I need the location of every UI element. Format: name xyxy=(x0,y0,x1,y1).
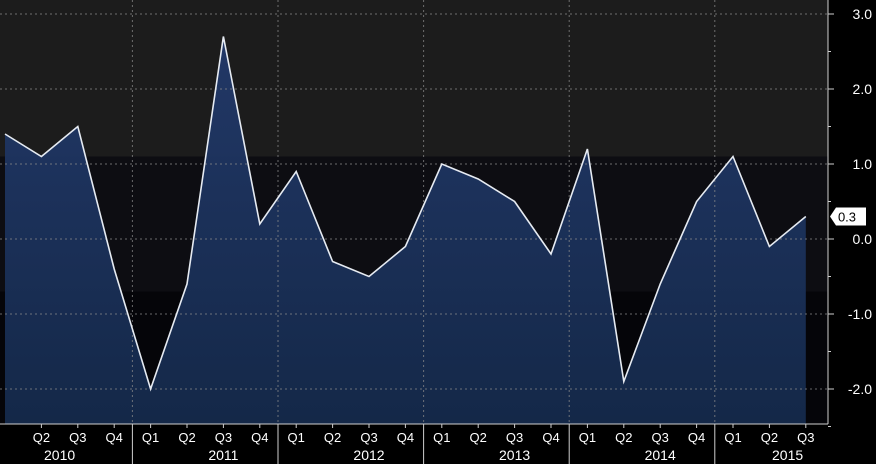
year-label: 2010 xyxy=(44,447,75,463)
x-tick-label: Q3 xyxy=(215,430,232,445)
x-tick-label: Q2 xyxy=(178,430,195,445)
y-tick-label: -2.0 xyxy=(848,381,872,397)
y-tick-label: 2.0 xyxy=(853,81,873,97)
year-label: 2013 xyxy=(499,447,530,463)
x-tick-label: Q4 xyxy=(106,430,123,445)
x-tick-label: Q1 xyxy=(142,430,159,445)
y-tick-label: 3.0 xyxy=(853,6,873,22)
grid-layer xyxy=(0,0,828,424)
x-tick-label: Q3 xyxy=(652,430,669,445)
x-tick-label: Q3 xyxy=(797,430,814,445)
y-tick-label: 0.0 xyxy=(853,231,873,247)
x-tick-label: Q2 xyxy=(324,430,341,445)
x-tick-label: Q3 xyxy=(506,430,523,445)
x-tick-label: Q1 xyxy=(579,430,596,445)
x-tick-label: Q2 xyxy=(470,430,487,445)
x-tick-label: Q1 xyxy=(724,430,741,445)
x-tick-label: Q3 xyxy=(360,430,377,445)
year-label: 2011 xyxy=(208,447,238,463)
last-value-badge xyxy=(830,207,866,226)
area-layer xyxy=(5,36,806,424)
x-tick-label: Q2 xyxy=(33,430,50,445)
x-tick-label: Q3 xyxy=(69,430,86,445)
series-area xyxy=(5,36,806,424)
x-tick-label: Q4 xyxy=(397,430,414,445)
x-tick-label: Q4 xyxy=(542,430,559,445)
year-label: 2012 xyxy=(353,447,384,463)
x-tick-label: Q1 xyxy=(433,430,450,445)
year-label: 2015 xyxy=(772,447,803,463)
year-label: 2014 xyxy=(645,447,676,463)
x-tick-label: Q2 xyxy=(615,430,632,445)
last-value-label: 0.3 xyxy=(838,210,856,225)
series-line-layer xyxy=(4,36,807,392)
x-tick-label: Q4 xyxy=(688,430,705,445)
x-tick-label: Q1 xyxy=(288,430,305,445)
upper-band xyxy=(0,0,828,157)
y-tick-label: 1.0 xyxy=(853,156,873,172)
series-line xyxy=(4,36,807,392)
x-tick-label: Q4 xyxy=(251,430,268,445)
y-tick-label: -1.0 xyxy=(848,306,872,322)
x-tick-label: Q2 xyxy=(761,430,778,445)
